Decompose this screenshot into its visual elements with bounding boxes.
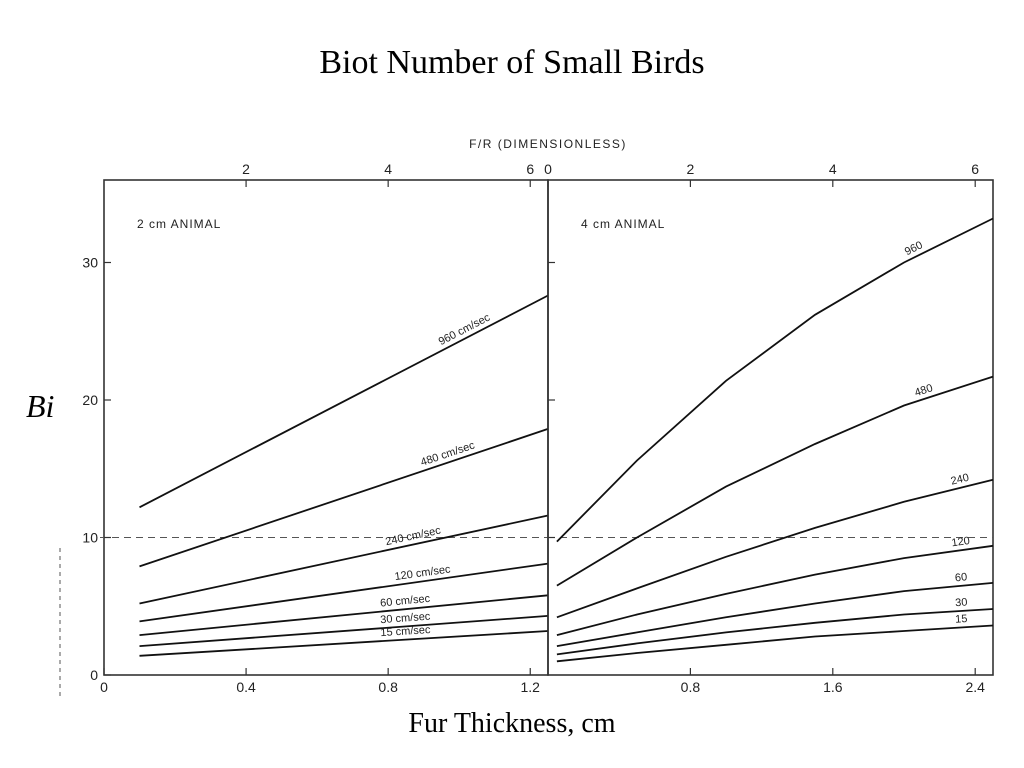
series-line: [139, 562, 549, 623]
x-tick-label: 0.8: [681, 679, 701, 695]
x-tick-label: 0.8: [378, 679, 398, 695]
x-tick-label: 2.4: [965, 679, 985, 695]
series-label: 30: [955, 597, 968, 610]
series-line: [556, 624, 994, 663]
series-line: [556, 217, 994, 543]
series-label: 30 cm/sec: [380, 611, 431, 627]
y-tick-label: 30: [82, 255, 98, 271]
top-tick-label: 4: [384, 161, 392, 177]
series-label: 60 cm/sec: [380, 593, 432, 610]
y-tick-label: 0: [90, 667, 98, 683]
x-tick-label: 1.6: [823, 679, 843, 695]
series-label: 960: [903, 239, 925, 258]
top-tick-label: 2: [687, 161, 695, 177]
series-line: [139, 594, 549, 636]
panel-title: 4 cm ANIMAL: [581, 217, 665, 231]
plot-frame-2: [547, 179, 994, 676]
series-label: 480: [913, 382, 934, 399]
x-tick-label: 1.2: [521, 679, 541, 695]
plot-frame-1: [103, 179, 549, 676]
series-line: [139, 294, 549, 509]
top-tick-label: 0: [544, 161, 552, 177]
y-tick-label: 10: [82, 530, 98, 546]
top-tick-label: 6: [526, 161, 534, 177]
top-axis-label: F/R (DIMENSIONLESS): [469, 137, 627, 151]
series-line: [556, 375, 994, 587]
series-label: 960 cm/sec: [437, 311, 493, 348]
y-tick-label: 20: [82, 392, 98, 408]
series-line: [556, 478, 994, 619]
series-label: 15: [955, 613, 968, 626]
top-tick-label: 4: [829, 161, 837, 177]
top-tick-label: 2: [242, 161, 250, 177]
series-line: [556, 608, 994, 656]
series-label: 15 cm/sec: [380, 624, 431, 639]
series-line: [139, 630, 549, 657]
x-tick-label: 0: [100, 679, 108, 695]
series-label: 240: [950, 472, 971, 488]
y-axis-label: Bi: [26, 388, 55, 424]
series-label: 60: [954, 571, 967, 584]
top-tick-label: 6: [971, 161, 979, 177]
series-line: [139, 428, 549, 568]
x-tick-label: 0.4: [236, 679, 256, 695]
series-line: [556, 582, 994, 647]
series-label: 120 cm/sec: [394, 563, 452, 583]
series-line: [139, 615, 549, 647]
series-label: 480 cm/sec: [419, 439, 477, 468]
panel-title: 2 cm ANIMAL: [137, 217, 221, 231]
series-label: 120: [951, 535, 971, 549]
series-line: [139, 514, 549, 605]
series-line: [556, 544, 994, 636]
slide-title: Biot Number of Small Birds: [319, 44, 705, 81]
x-axis-label: Fur Thickness, cm: [408, 708, 616, 739]
